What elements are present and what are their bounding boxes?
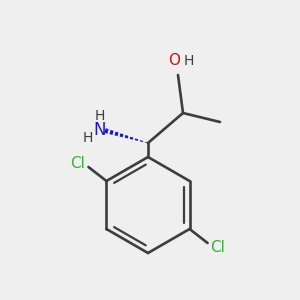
Text: H: H (83, 131, 93, 145)
Text: H: H (184, 54, 194, 68)
Text: Cl: Cl (211, 239, 225, 254)
Text: Cl: Cl (70, 155, 86, 170)
Text: N: N (94, 121, 106, 139)
Text: O: O (168, 53, 180, 68)
Text: H: H (95, 109, 105, 123)
